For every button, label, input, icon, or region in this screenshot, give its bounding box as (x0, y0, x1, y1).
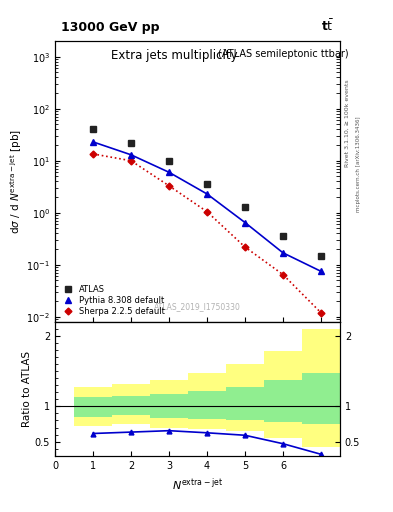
Sherpa 2.2.5 default (319, 310, 323, 316)
Sherpa 2.2.5 default (281, 271, 285, 278)
Pythia 8.308 default (242, 220, 247, 226)
Pythia 8.308 default (205, 191, 209, 197)
ATLAS (205, 181, 209, 187)
Line: Sherpa 2.2.5 default: Sherpa 2.2.5 default (90, 152, 323, 315)
Text: ATLAS_2019_I1750330: ATLAS_2019_I1750330 (154, 302, 241, 311)
ATLAS (319, 252, 323, 259)
Text: mcplots.cern.ch [arXiv:1306.3436]: mcplots.cern.ch [arXiv:1306.3436] (356, 116, 361, 211)
ATLAS (129, 140, 133, 146)
Pythia 8.308 default (319, 268, 323, 274)
Pythia 8.308 default (281, 250, 285, 256)
ATLAS (281, 233, 285, 240)
Text: t$\bar{\rm t}$: t$\bar{\rm t}$ (321, 18, 334, 34)
Text: (ATLAS semileptonic ttbar): (ATLAS semileptonic ttbar) (218, 49, 348, 59)
Legend: ATLAS, Pythia 8.308 default, Sherpa 2.2.5 default: ATLAS, Pythia 8.308 default, Sherpa 2.2.… (59, 283, 167, 318)
Text: Extra jets multiplicity: Extra jets multiplicity (111, 49, 238, 62)
Y-axis label: d$\sigma$ / d $N^{\rm extra-jet}$ [pb]: d$\sigma$ / d $N^{\rm extra-jet}$ [pb] (8, 129, 24, 234)
Text: Rivet 3.1.10, ≥ 100k events: Rivet 3.1.10, ≥ 100k events (345, 79, 350, 167)
Line: ATLAS: ATLAS (90, 126, 324, 259)
Sherpa 2.2.5 default (167, 183, 171, 189)
Sherpa 2.2.5 default (129, 158, 133, 164)
Sherpa 2.2.5 default (91, 151, 95, 157)
ATLAS (242, 204, 247, 210)
Pythia 8.308 default (167, 169, 171, 175)
Sherpa 2.2.5 default (242, 244, 247, 250)
Pythia 8.308 default (129, 152, 133, 158)
Sherpa 2.2.5 default (205, 208, 209, 215)
Text: 13000 GeV pp: 13000 GeV pp (61, 21, 159, 34)
ATLAS (167, 158, 171, 164)
Y-axis label: Ratio to ATLAS: Ratio to ATLAS (22, 351, 32, 427)
ATLAS (91, 126, 95, 133)
X-axis label: $N^{\rm extra-jet}$: $N^{\rm extra-jet}$ (172, 476, 223, 493)
Line: Pythia 8.308 default: Pythia 8.308 default (90, 139, 324, 274)
Pythia 8.308 default (91, 139, 95, 145)
